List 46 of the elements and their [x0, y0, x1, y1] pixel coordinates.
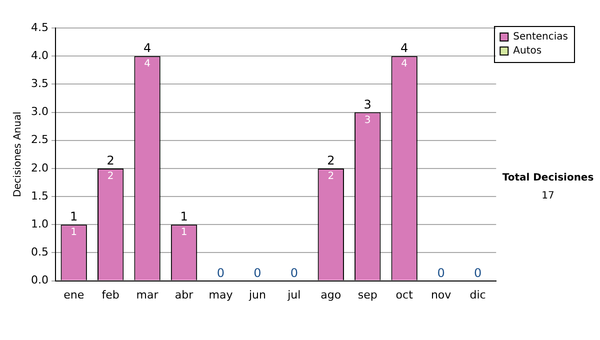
total-label: 3: [364, 97, 372, 112]
total-label: 2: [106, 154, 114, 168]
x-tick-label: nov: [430, 288, 452, 302]
x-tick-label: abr: [174, 288, 194, 302]
total-label: 0: [437, 266, 445, 280]
y-tick-label: 1.0: [30, 217, 48, 230]
y-tick-label: 4.5: [30, 20, 48, 34]
x-tick-label: ago: [320, 288, 342, 302]
data-label: 1: [180, 227, 188, 238]
y-axis-title: Decisiones Anual: [12, 112, 24, 198]
total-label: 0: [474, 266, 482, 280]
x-tick-label: may: [208, 288, 234, 302]
y-tick-label: 3.5: [30, 77, 48, 90]
text: Total Decisiones: [502, 172, 594, 184]
x-tick-label: feb: [102, 288, 120, 302]
data-label: 1: [70, 227, 78, 238]
total-label: 1: [180, 210, 188, 224]
y-tick-label: 2.5: [30, 133, 48, 146]
data-label: 3: [364, 114, 371, 126]
total-label: 1: [70, 210, 78, 224]
x-tick-label: sep: [358, 288, 378, 302]
x-tick-label: oct: [396, 288, 414, 302]
data-label: 4: [401, 58, 408, 70]
y-tick-label: 3.0: [30, 105, 48, 118]
x-tick-label: jul: [286, 288, 301, 302]
x-tick-label: ene: [64, 288, 84, 302]
x-tick-label: mar: [136, 288, 159, 302]
x-tick-label: dic: [470, 288, 486, 302]
total-label: 0: [216, 266, 225, 280]
legend-label: Sentencias: [513, 32, 568, 43]
y-tick-label: 2.0: [30, 161, 48, 174]
x-tick-label: jun: [248, 288, 266, 302]
total-label: 2: [327, 154, 335, 168]
total-label: 4: [400, 41, 408, 56]
y-tick-label: 0.5: [30, 246, 48, 259]
y-tick-label: 1.5: [30, 189, 48, 202]
text: 17: [542, 190, 554, 202]
total-label: 4: [143, 41, 152, 56]
total-label: 0: [254, 266, 262, 280]
y-tick-label: 0.0: [30, 274, 48, 287]
y-tick-label: 4.0: [30, 48, 48, 62]
data-label: 2: [328, 171, 334, 182]
data-label: 2: [107, 171, 114, 182]
legend-label: Autos: [513, 46, 542, 57]
total-label: 0: [290, 266, 298, 280]
data-label: 4: [144, 58, 150, 70]
